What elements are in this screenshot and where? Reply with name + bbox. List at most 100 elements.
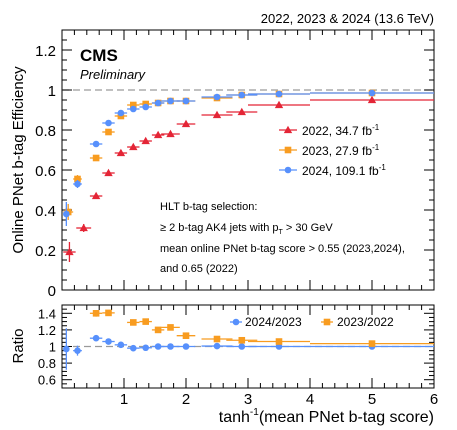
data-point — [368, 340, 376, 347]
x-tick-label: 3 — [244, 391, 252, 408]
data-point — [117, 341, 125, 349]
x-axis-label-sup: -1 — [250, 407, 259, 418]
annotation-line-2b: > 30 GeV — [283, 222, 334, 234]
annotation-line-4: and 0.65 (2022) — [160, 263, 238, 275]
y-tick-label: 1.4 — [38, 306, 56, 321]
data-point — [105, 119, 112, 127]
data-point — [167, 324, 174, 331]
legend-label-2023-2022: 2023/2022 — [337, 315, 394, 329]
x-axis-label-main: tanh — [219, 409, 250, 426]
data-point — [74, 180, 81, 188]
y-tick-label: 1.2 — [35, 43, 56, 60]
data-point — [63, 210, 70, 218]
data-point — [141, 136, 150, 145]
legend-symbol — [283, 125, 293, 134]
legend-marker-2023-2022 — [321, 318, 333, 326]
data-point — [130, 344, 137, 352]
y-tick-label: 1 — [48, 83, 56, 100]
legend-label-2024-2023: 2024/2023 — [245, 315, 302, 329]
svg-text:2022, 34.7 fb-1: 2022, 34.7 fb-1 — [302, 123, 380, 138]
legend-symbol — [284, 146, 292, 154]
series-2023-2022 — [89, 309, 434, 347]
data-point — [238, 336, 246, 344]
series-2024-2023 — [63, 328, 434, 370]
y-tick-label: 1.2 — [38, 323, 56, 338]
annotation-line-2-sub: T — [279, 229, 284, 236]
data-point — [130, 101, 137, 109]
x-ticks-ratio: 1 2 3 4 5 6 — [61, 305, 438, 408]
data-point — [130, 319, 137, 326]
legend-marker-2022 — [279, 125, 297, 134]
data-point — [154, 343, 162, 350]
data-point — [105, 128, 112, 136]
data-point — [237, 107, 246, 116]
legend-entry-2024: 2024, 109.1 fb-1 — [279, 163, 386, 178]
data-point — [92, 334, 100, 342]
data-point — [275, 90, 283, 98]
legend-marker-2024-2023 — [230, 318, 242, 326]
data-point — [117, 109, 125, 117]
x-axis-label-rest: (mean PNet b-tag score) — [259, 409, 434, 426]
data-point — [92, 310, 100, 317]
data-point — [74, 175, 81, 183]
cms-label: CMS — [80, 46, 118, 65]
data-point — [142, 344, 149, 352]
data-point — [65, 247, 74, 256]
y-tick-label: 0.6 — [35, 163, 56, 180]
energy-label: 2022, 2023 & 2024 (13.6 TeV) — [261, 11, 434, 26]
svg-text:≥ 2 b-tag AK4 jets with pT > 3: ≥ 2 b-tag AK4 jets with pT > 30 GeV — [160, 222, 333, 236]
data-point — [105, 338, 112, 345]
data-point — [167, 97, 174, 105]
y-tick-label: 1 — [49, 340, 56, 355]
x-ticks-top — [61, 30, 435, 290]
y-tick-label: 0.4 — [35, 203, 56, 220]
preliminary-label: Preliminary — [80, 67, 147, 82]
data-point — [91, 191, 101, 200]
data-point — [129, 142, 138, 151]
annotation-line-3: mean online PNet b-tag score > 0.55 (202… — [160, 243, 405, 255]
legend-symbol — [323, 318, 331, 326]
efficiency-series — [63, 89, 434, 262]
legend-ratio: 2024/2023 2023/2022 — [230, 315, 394, 329]
data-point — [275, 338, 283, 345]
legend-sup-2023: -1 — [372, 143, 380, 152]
data-point — [105, 309, 112, 317]
data-point — [212, 110, 222, 119]
svg-text:2023, 27.9 fb-1: 2023, 27.9 fb-1 — [302, 143, 380, 158]
legend-sup-2022: -1 — [372, 123, 380, 132]
legend-label-2022: 2022, 34.7 fb — [302, 124, 372, 138]
data-point — [182, 332, 190, 340]
x-tick-label: 6 — [430, 391, 438, 408]
data-point — [182, 343, 190, 350]
x-tick-label: 5 — [368, 391, 376, 408]
annotation-line-2a: ≥ 2 b-tag AK4 jets with p — [160, 222, 279, 234]
data-point — [213, 342, 221, 350]
data-point — [153, 130, 163, 139]
data-point — [238, 91, 246, 99]
data-point — [130, 105, 137, 113]
data-point — [166, 129, 175, 138]
data-point — [368, 89, 376, 97]
data-point — [104, 168, 113, 177]
legend-sup-2024: -1 — [379, 163, 387, 172]
legend-symbol — [232, 318, 240, 326]
data-point — [142, 103, 149, 111]
data-point — [142, 318, 149, 325]
legend-label-2024: 2024, 109.1 fb — [302, 164, 379, 178]
legend-entry-2023: 2023, 27.9 fb-1 — [279, 143, 380, 158]
data-point — [275, 343, 283, 350]
y-tick-label: 0.2 — [35, 243, 56, 260]
y-tick-label: 0.6 — [38, 373, 56, 388]
legend-top: 2022, 34.7 fb-1 2023, 27.9 fb-1 2024, 10… — [279, 123, 386, 178]
x-tick-label: 2 — [182, 391, 190, 408]
series-2022-34-7-fb-1 — [63, 95, 434, 262]
y-tick-label: 0 — [48, 283, 56, 300]
data-point — [181, 119, 191, 128]
x-axis-label: tanh-1(mean PNet b-tag score) — [219, 407, 434, 426]
data-point — [63, 345, 70, 353]
data-point — [182, 97, 190, 105]
legend-marker-2023 — [279, 146, 297, 154]
series-2024-109-1-fb-1 — [63, 89, 434, 226]
